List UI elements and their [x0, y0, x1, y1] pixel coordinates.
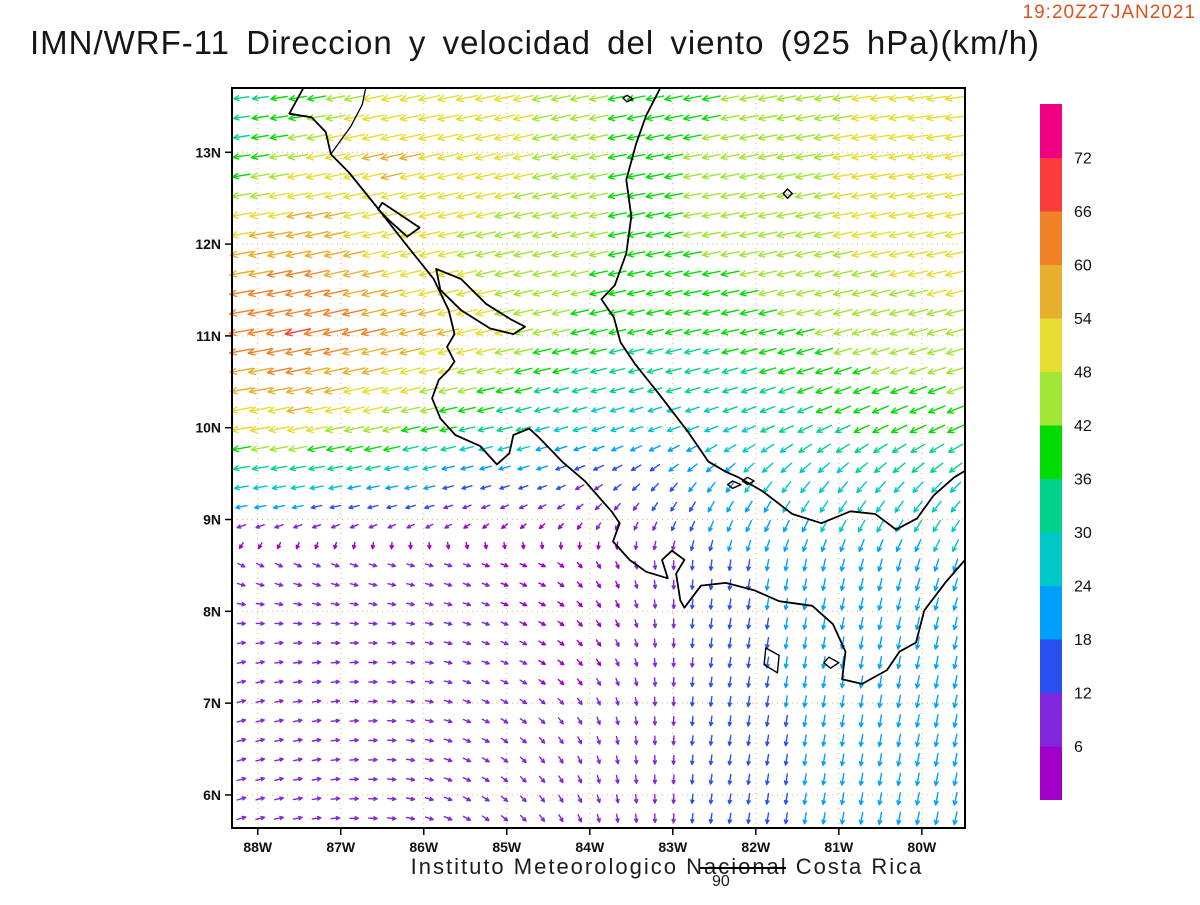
colorbar-segment	[1040, 692, 1062, 747]
lat-tick-label: 11N	[196, 328, 221, 344]
wind-vector-layer	[233, 406, 962, 553]
lat-tick-label: 7N	[203, 695, 221, 711]
lon-tick-label: 84W	[575, 839, 605, 855]
colorbar: 6 12 18 24 30 36 42 48 54 60 66 72	[1040, 104, 1092, 800]
colorbar-segment	[1040, 157, 1062, 212]
colorbar-segment	[1040, 104, 1062, 158]
wind-vectors	[228, 94, 967, 826]
lon-tick-label: 83W	[658, 839, 688, 855]
island-outline	[763, 647, 780, 674]
axes: 13N 12N 11N 10N 9N 8N 7N 6N 88W 87W 86W 85W 84W 83W 82…	[195, 87, 966, 855]
colorbar-segment	[1040, 211, 1062, 265]
caption-note: 90	[712, 873, 730, 890]
colorbar-segment	[1040, 746, 1062, 800]
wind-vector-layer	[236, 484, 695, 824]
wind-vector-layer	[235, 444, 959, 826]
lake-outline	[377, 201, 421, 238]
island-outline	[741, 476, 755, 486]
graticule	[232, 88, 965, 828]
lake-outline	[435, 268, 526, 335]
lat-tick-label: 10N	[195, 420, 221, 436]
colorbar-label: 36	[1074, 472, 1092, 489]
lon-tick-label: 82W	[741, 839, 771, 855]
lon-tick-label: 85W	[492, 839, 522, 855]
chart-title: IMN/WRF-11 Direccion y velocidad del vie…	[30, 24, 1041, 61]
colorbar-segment	[1040, 371, 1062, 426]
lat-tick-label: 9N	[203, 512, 221, 528]
lon-tick-label: 88W	[243, 839, 273, 855]
lat-tick-label: 12N	[195, 236, 221, 252]
colorbar-label: 60	[1074, 258, 1092, 275]
colorbar-segment	[1040, 478, 1062, 533]
colorbar-segment	[1040, 585, 1062, 640]
lon-tick-label: 80W	[907, 839, 937, 855]
wind-vector-layer	[310, 464, 789, 825]
colorbar-label: 54	[1074, 311, 1092, 328]
country-border	[330, 87, 367, 155]
colorbar-label: 48	[1074, 365, 1092, 382]
colorbar-label: 18	[1074, 632, 1092, 649]
coastline-path	[600, 87, 966, 531]
coastline-path	[288, 87, 966, 685]
colorbar-label: 12	[1074, 686, 1092, 703]
colorbar-segment	[1040, 264, 1062, 319]
island-outline	[726, 480, 742, 489]
wind-vector-layer	[229, 153, 460, 414]
island-outline	[823, 656, 840, 669]
coastlines	[288, 87, 966, 685]
colorbar-label: 42	[1074, 418, 1092, 435]
lat-tick-label: 6N	[203, 787, 221, 803]
colorbar-segment	[1040, 318, 1062, 372]
colorbar-label: 24	[1074, 579, 1092, 596]
source-caption: Instituto Meteorologico Nacional Costa R…	[410, 854, 924, 879]
island-outline	[622, 94, 634, 103]
model-timestamp: 19:20Z27JAN2021	[1022, 2, 1196, 23]
wind-vector-layer	[238, 522, 620, 686]
lon-tick-label: 86W	[409, 839, 439, 855]
colorbar-segment	[1040, 639, 1062, 693]
colorbar-label: 66	[1074, 204, 1092, 221]
island-outline	[782, 188, 793, 199]
colorbar-segment	[1040, 425, 1062, 479]
wind-vector-layer	[231, 94, 966, 453]
colorbar-segment	[1040, 532, 1062, 586]
wind-vector-layer	[228, 269, 386, 376]
colorbar-label: 72	[1074, 151, 1092, 168]
colorbar-label: 30	[1074, 525, 1092, 542]
lat-tick-label: 13N	[195, 144, 221, 160]
wind-vector-layer	[284, 328, 311, 337]
lon-tick-label: 81W	[824, 839, 854, 855]
strike-line	[700, 867, 786, 869]
lon-tick-label: 87W	[326, 839, 356, 855]
lat-tick-label: 8N	[203, 603, 221, 619]
colorbar-label: 6	[1074, 739, 1083, 756]
